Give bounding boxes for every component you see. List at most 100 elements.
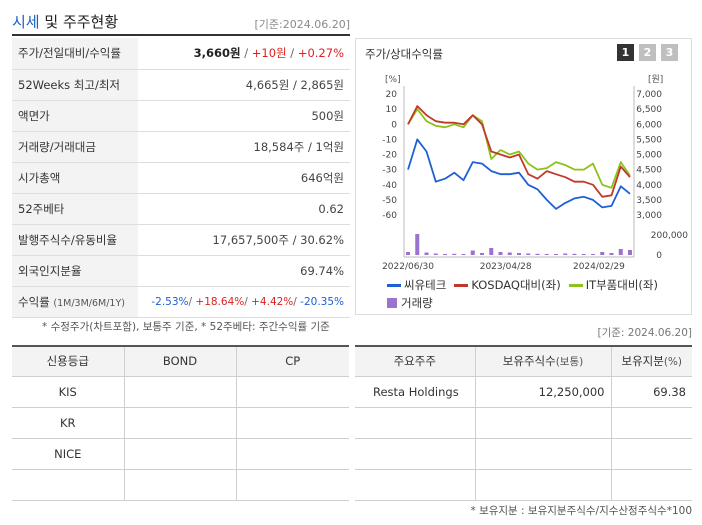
left-axis-unit: [%] [385, 75, 401, 85]
holder-shares: 12,250,000 [475, 376, 612, 408]
table-row: KR [12, 407, 349, 439]
series-line-0 [407, 138, 631, 210]
shares-value: 17,657,500주 / 30.62% [138, 224, 350, 257]
shareholders-table: 주요주주 보유주식수(보통) 보유지분(%) Resta Holdings 12,… [355, 345, 692, 501]
legend-square-purple [387, 298, 397, 308]
par-value: 500원 [138, 100, 350, 132]
right-tick-label: 3,000 [636, 211, 662, 221]
credit-cp [236, 407, 349, 439]
holder-header-pct: 보유지분(%) [611, 346, 692, 377]
legend-item: IT부품대비(좌) [568, 277, 658, 293]
credit-cp [236, 438, 349, 470]
volume-bar [535, 253, 540, 255]
table-row: 주가/전일대비/수익률 3,660원 / +10원 / +0.27% [12, 38, 350, 70]
holder-header-shares: 보유주식수(보통) [475, 346, 612, 377]
holder-name [355, 438, 476, 470]
holder-shares [475, 438, 612, 470]
table-row: 시가총액 646억원 [12, 162, 350, 194]
return-1y: -20.35% [300, 296, 344, 309]
credit-cp [236, 469, 349, 501]
right-tick-label: 5,500 [636, 135, 662, 145]
reference-date: [기준:2024.06.20] [254, 18, 350, 31]
wk52-label: 52Weeks 최고/최저 [12, 69, 138, 101]
foreign-label: 외국인지분율 [12, 255, 138, 288]
left-tick-label: -10 [382, 135, 397, 145]
holder-name: Resta Holdings [355, 376, 476, 408]
chart-tab-2[interactable]: 2 [639, 44, 656, 61]
quote-table: 주가/전일대비/수익률 3,660원 / +10원 / +0.27% 52Wee… [12, 38, 350, 319]
table-row: 외국인지분율 69.74% [12, 255, 350, 288]
section-title-rest: 및 주주현황 [39, 13, 119, 31]
volume-bar [443, 254, 447, 255]
volume-bar [406, 252, 410, 255]
credit-header: CP [236, 346, 349, 377]
left-tick-label: -50 [382, 196, 397, 206]
credit-agency: KIS [12, 376, 125, 408]
left-tick-label: 10 [386, 105, 398, 115]
volume-label: 거래량/거래대금 [12, 131, 138, 163]
beta-value: 0.62 [138, 193, 350, 226]
legend-item: KOSDAQ대비(좌) [454, 277, 561, 293]
right-tick-label: 4,000 [636, 181, 662, 191]
volume-bar [600, 252, 605, 255]
volume-bar [544, 254, 549, 255]
mcap-label: 시가총액 [12, 162, 138, 194]
table-row: 거래량/거래대금 18,584주 / 1억원 [12, 131, 350, 163]
chart-tab-3[interactable]: 3 [661, 44, 678, 61]
table-row: 52주베타 0.62 [12, 193, 350, 226]
holder-pct [611, 469, 692, 501]
credit-header: BOND [124, 346, 237, 377]
table-row [355, 407, 692, 439]
quote-footnote: * 수정주가(차트포함), 보통주 기준, * 52주베타: 주간수익률 기준 [42, 321, 330, 333]
holder-name [355, 407, 476, 439]
volume-bar [424, 252, 429, 255]
legend-item: 거래량 [387, 295, 433, 311]
return-6m: +4.42% [251, 296, 294, 309]
series-line-2 [407, 108, 631, 189]
right-tick-label: 7,000 [636, 90, 662, 100]
volume-bar [507, 252, 512, 255]
price-chart: [%] [원] 20 10 0 -10 -20 -30 -40 -50 -60 7,000 6,500 6… [382, 74, 688, 272]
holder-header-sub: (%) [663, 356, 682, 369]
table-row: KIS [12, 376, 349, 408]
return-label-text: 수익률 [18, 295, 50, 310]
return-label: 수익률 (1M/3M/6M/1Y) [12, 286, 138, 319]
holder-header: 주요주주 [355, 346, 476, 377]
volume-bar [415, 234, 420, 255]
volume-bar [591, 254, 595, 255]
credit-header: 신용등급 [12, 346, 125, 377]
left-tick-label: -40 [382, 181, 397, 191]
right-tick-label: 6,500 [636, 105, 662, 115]
holder-header-sub: (보통) [555, 356, 584, 369]
volume-bar [452, 253, 457, 255]
table-header-row: 주요주주 보유주식수(보통) 보유지분(%) [355, 346, 692, 377]
table-row: NICE [12, 438, 349, 470]
return-values: -2.53%/ +18.64%/ +4.42%/ -20.35% [138, 286, 350, 319]
holders-footnote: * 보유지분 : 보유지분주식수/지수산정주식수*100 [470, 505, 692, 517]
volume-bar [554, 254, 558, 255]
volume-bar [489, 248, 494, 255]
volume-bar [480, 253, 484, 255]
credit-agency: KR [12, 407, 125, 439]
section-title: 시세 및 주주현황 [12, 11, 118, 32]
holder-pct [611, 438, 692, 470]
return-label-sub: (1M/3M/6M/1Y) [53, 298, 125, 310]
legend-line-red [454, 284, 469, 287]
volume-bar [609, 253, 614, 255]
volume-bar [433, 253, 438, 255]
credit-bond [124, 376, 237, 408]
table-row [355, 438, 692, 470]
holder-pct [611, 407, 692, 439]
x-tick-label: 2022/06/30 [382, 262, 434, 272]
holder-name [355, 469, 476, 501]
table-row: 52Weeks 최고/최저 4,665원 / 2,865원 [12, 69, 350, 101]
chart-tab-1[interactable]: 1 [617, 44, 634, 61]
volume-tick-label: 0 [656, 251, 662, 261]
x-tick-label: 2024/02/29 [573, 262, 625, 272]
credit-rating-table: 신용등급 BOND CP KIS KR NICE [12, 345, 349, 501]
volume-bar [628, 250, 632, 255]
legend-item: 씨유테크 [387, 277, 446, 293]
chart-title: 주가/상대수익률 [365, 47, 443, 61]
right-tick-label: 4,500 [636, 166, 662, 176]
